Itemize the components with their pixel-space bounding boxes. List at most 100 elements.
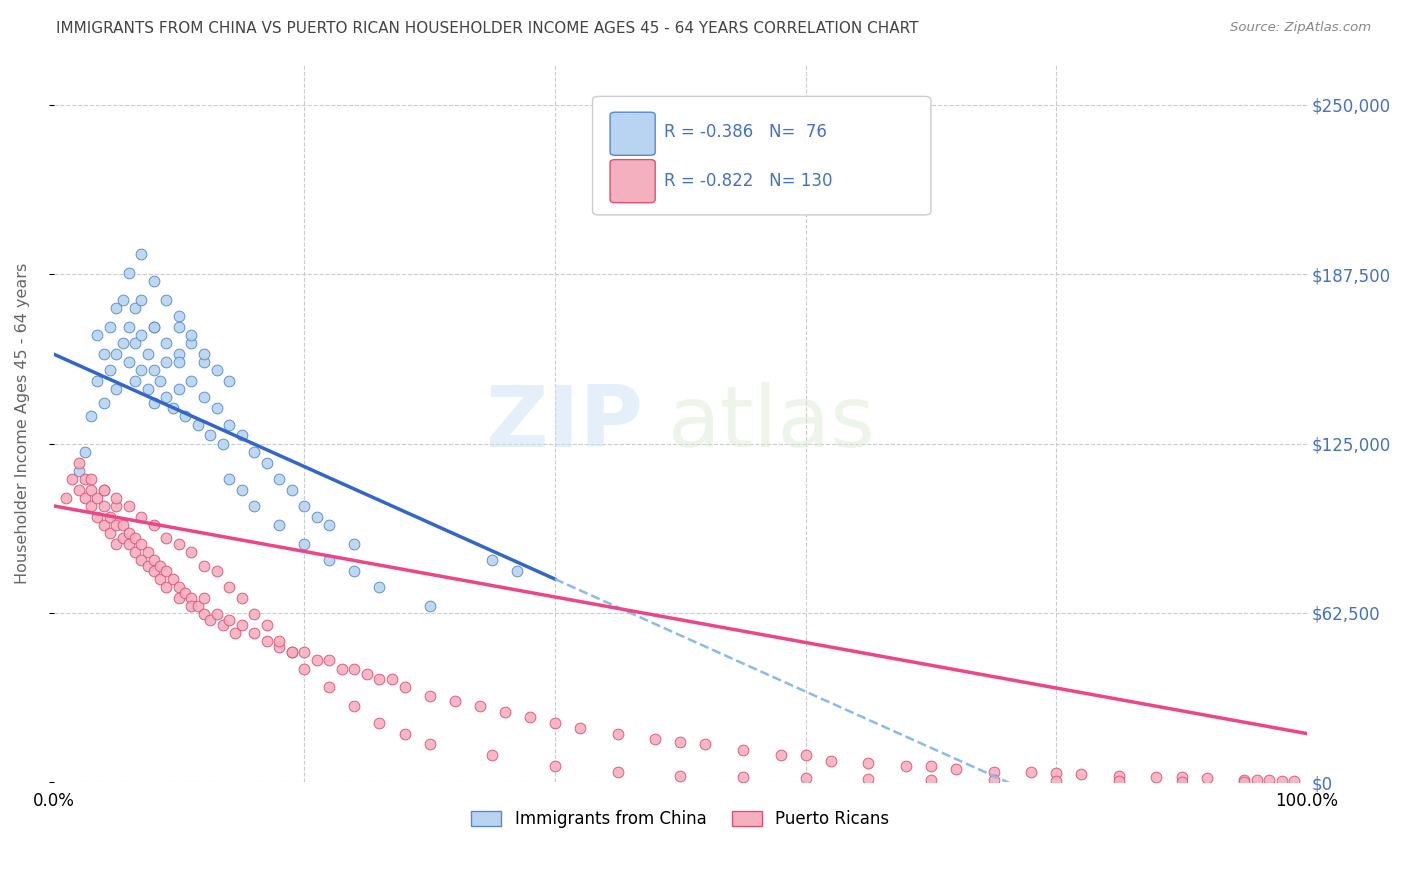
Point: [205, 564, 228, 578]
Point: [318, 553, 340, 567]
Point: [920, 772, 942, 787]
Point: [468, 699, 491, 714]
Point: [731, 770, 754, 784]
Point: [1045, 773, 1067, 788]
Point: [174, 585, 197, 599]
Point: [231, 591, 253, 605]
Point: [162, 572, 184, 586]
Point: [394, 681, 416, 695]
Point: [180, 591, 202, 605]
Point: [155, 293, 177, 307]
Point: [858, 756, 880, 771]
Point: [118, 499, 141, 513]
Point: [193, 558, 215, 573]
Point: [105, 347, 128, 361]
Point: [243, 499, 266, 513]
Point: [280, 645, 302, 659]
Point: [983, 764, 1005, 779]
Point: [167, 309, 190, 323]
Point: [224, 626, 246, 640]
Point: [318, 681, 340, 695]
Point: [193, 591, 215, 605]
Point: [131, 553, 153, 567]
Point: [67, 456, 90, 470]
Point: [218, 374, 240, 388]
Point: [118, 355, 141, 369]
Point: [419, 599, 441, 614]
Point: [1271, 773, 1294, 788]
Point: [86, 374, 108, 388]
Point: [1170, 774, 1192, 789]
Point: [1233, 772, 1256, 787]
Point: [205, 401, 228, 416]
Point: [131, 293, 153, 307]
Point: [1108, 774, 1130, 789]
Point: [136, 347, 159, 361]
Point: [131, 509, 153, 524]
Point: [343, 564, 366, 578]
Point: [131, 247, 153, 261]
Point: [73, 491, 96, 505]
Point: [111, 293, 134, 307]
Point: [983, 773, 1005, 788]
Text: atlas: atlas: [668, 382, 876, 465]
Point: [292, 661, 315, 675]
Point: [356, 667, 378, 681]
Point: [180, 374, 202, 388]
Point: [269, 472, 291, 486]
Point: [167, 347, 190, 361]
Point: [544, 759, 567, 773]
Point: [149, 572, 172, 586]
Point: [142, 564, 165, 578]
Point: [86, 491, 108, 505]
Point: [1233, 774, 1256, 789]
Point: [218, 613, 240, 627]
Point: [93, 483, 115, 497]
Point: [124, 545, 146, 559]
Point: [124, 301, 146, 315]
Point: [1108, 768, 1130, 782]
Point: [419, 738, 441, 752]
Point: [155, 564, 177, 578]
Point: [105, 301, 128, 315]
Point: [1195, 772, 1218, 786]
Point: [67, 464, 90, 478]
Text: IMMIGRANTS FROM CHINA VS PUERTO RICAN HOUSEHOLDER INCOME AGES 45 - 64 YEARS CORR: IMMIGRANTS FROM CHINA VS PUERTO RICAN HO…: [56, 21, 918, 37]
Point: [105, 517, 128, 532]
Point: [343, 537, 366, 551]
Point: [569, 721, 592, 735]
FancyBboxPatch shape: [610, 112, 655, 155]
Point: [131, 328, 153, 343]
Point: [149, 558, 172, 573]
Point: [118, 537, 141, 551]
Point: [481, 553, 503, 567]
Point: [118, 266, 141, 280]
Point: [80, 483, 103, 497]
Point: [368, 673, 391, 687]
Point: [73, 472, 96, 486]
Point: [124, 532, 146, 546]
Point: [211, 618, 233, 632]
Point: [343, 699, 366, 714]
Point: [544, 715, 567, 730]
Point: [794, 748, 817, 763]
Point: [180, 328, 202, 343]
Point: [124, 374, 146, 388]
Point: [93, 347, 115, 361]
Point: [231, 428, 253, 442]
Point: [167, 320, 190, 334]
Point: [86, 509, 108, 524]
Point: [67, 483, 90, 497]
Point: [820, 754, 842, 768]
Point: [243, 444, 266, 458]
Point: [118, 526, 141, 541]
Point: [105, 491, 128, 505]
Point: [731, 743, 754, 757]
Point: [142, 396, 165, 410]
Point: [111, 336, 134, 351]
Point: [124, 336, 146, 351]
Point: [858, 772, 880, 786]
Point: [155, 391, 177, 405]
Y-axis label: Householder Income Ages 45 - 64 years: Householder Income Ages 45 - 64 years: [15, 262, 30, 584]
Point: [111, 532, 134, 546]
